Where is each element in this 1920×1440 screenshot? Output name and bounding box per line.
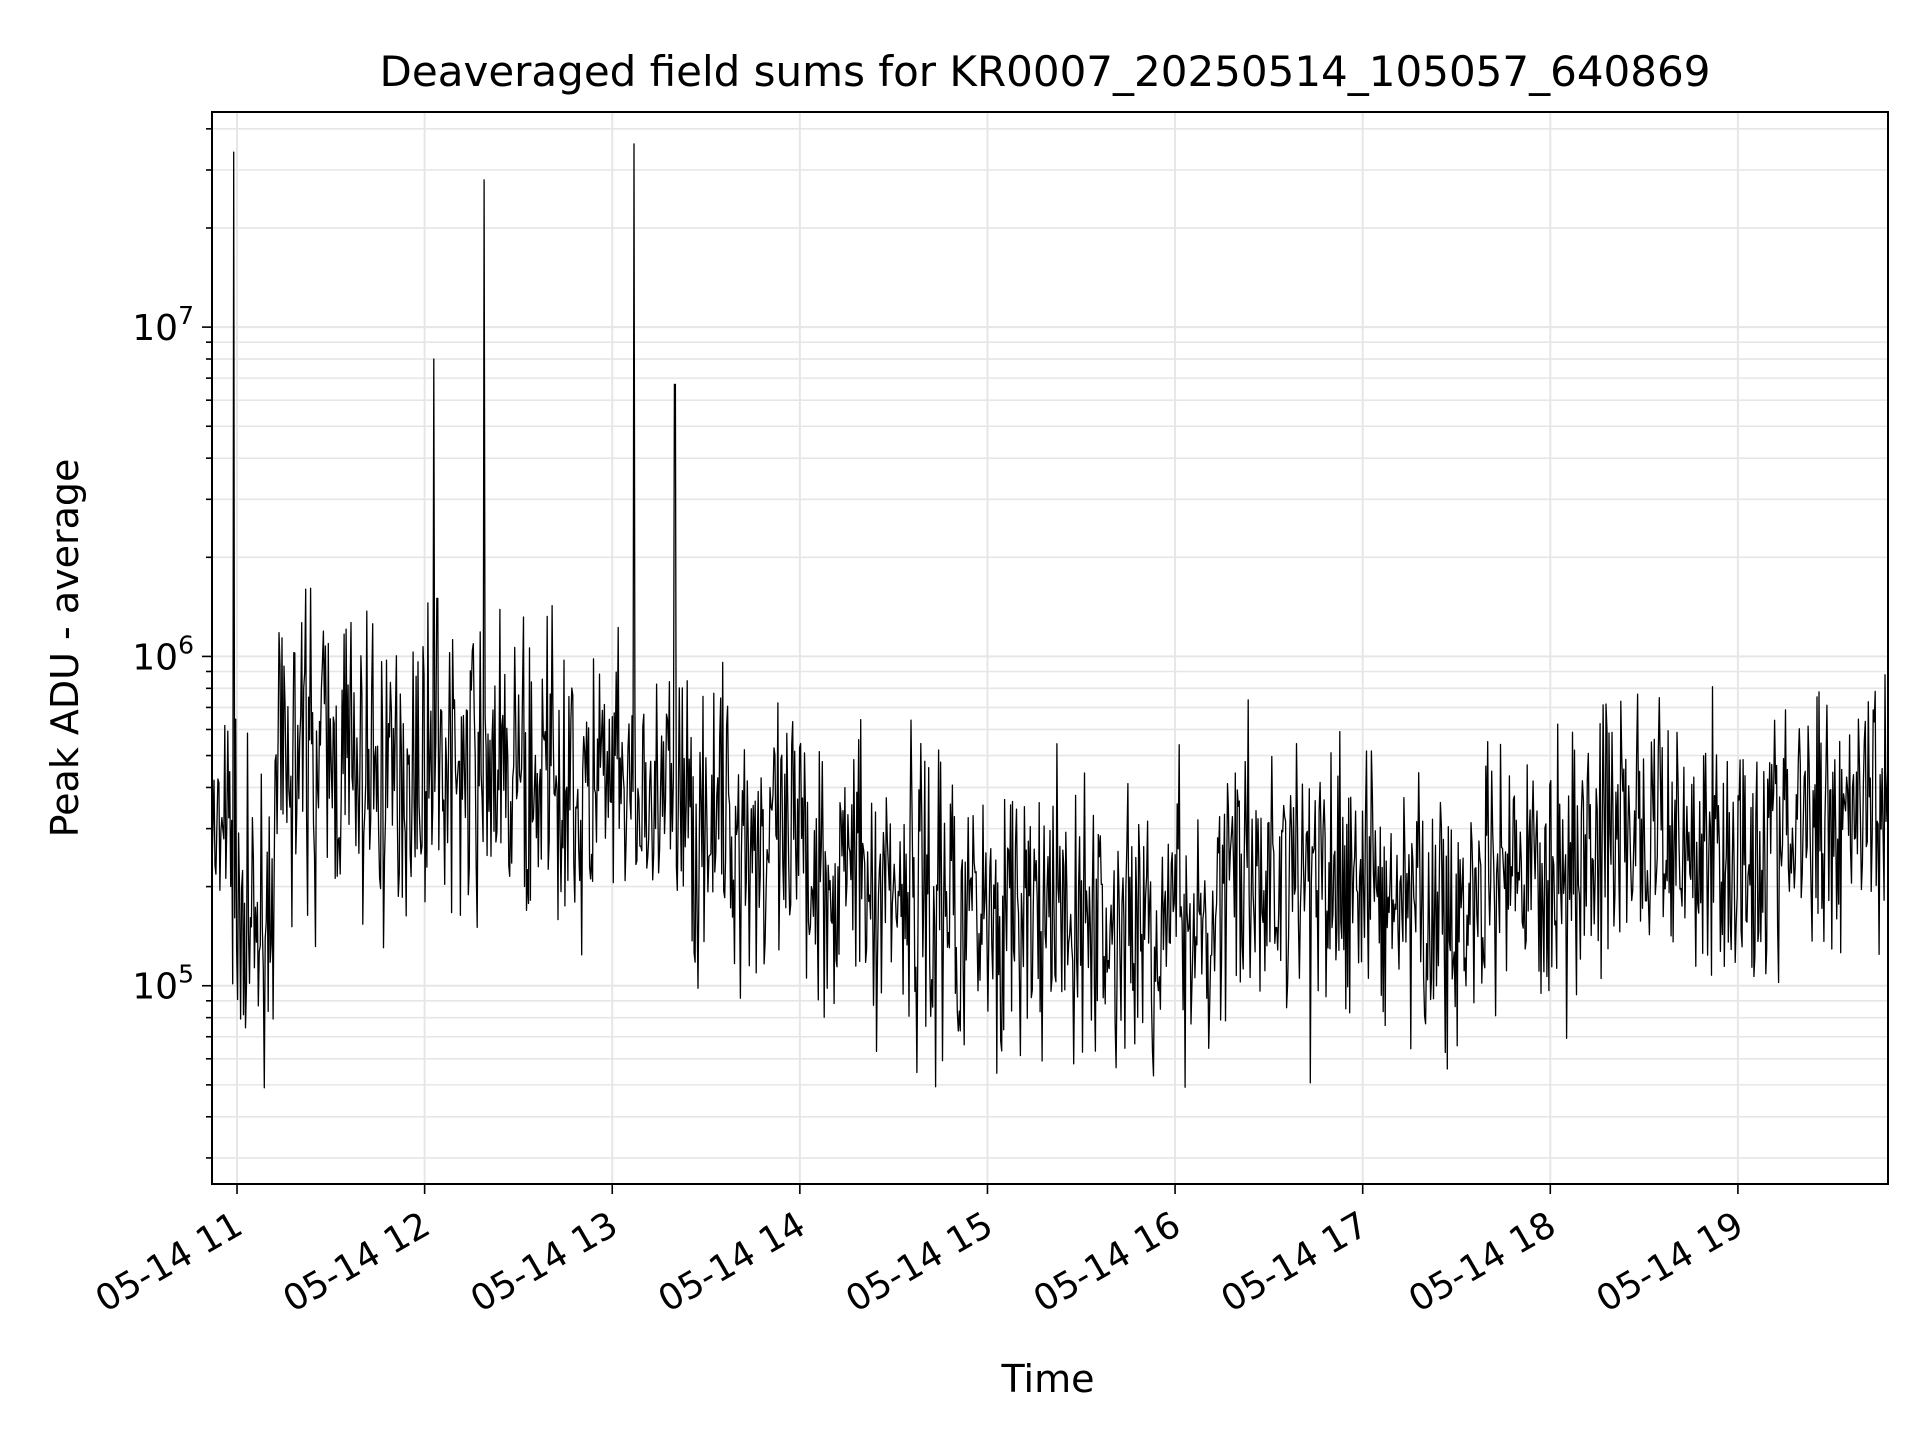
axes-frame (211, 111, 1889, 1185)
y-tick-label: 105 (132, 960, 194, 1008)
y-tick-label: 106 (132, 630, 194, 678)
y-axis-label: Peak ADU - average (43, 459, 87, 838)
y-tick-label: 107 (132, 301, 194, 349)
x-axis-label: Time (1001, 1357, 1095, 1401)
plot-area (211, 143, 1889, 1089)
series-line (211, 143, 1889, 1089)
y-axis: 105 106 107 (132, 128, 212, 1159)
chart-title: Deaveraged field sums for KR0007_2025051… (380, 47, 1711, 96)
